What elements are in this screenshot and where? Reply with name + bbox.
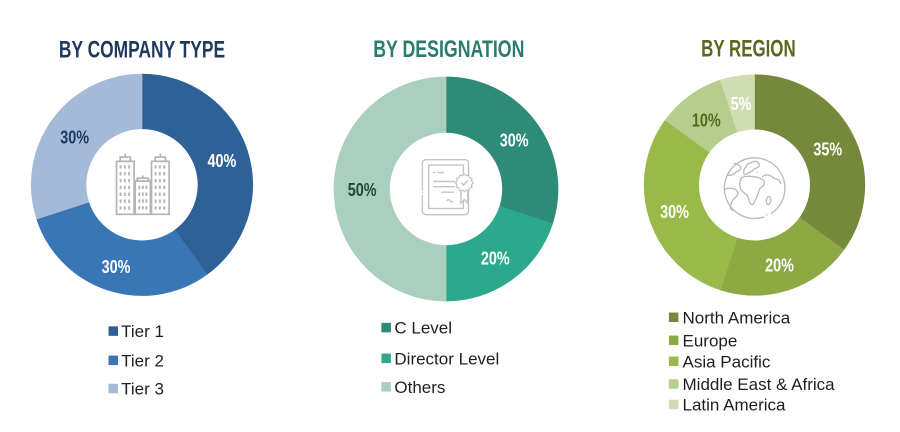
svg-text:30%: 30% (60, 127, 89, 148)
svg-text:30%: 30% (500, 130, 529, 151)
svg-text:Others: Others (394, 378, 445, 397)
svg-text:35%: 35% (813, 139, 842, 160)
svg-text:Europe: Europe (683, 331, 738, 350)
svg-text:BY COMPANY TYPE: BY COMPANY TYPE (59, 36, 225, 64)
svg-text:Tier 1: Tier 1 (121, 322, 164, 341)
svg-text:Latin America: Latin America (683, 396, 787, 415)
svg-text:Director Level: Director Level (394, 349, 499, 368)
svg-text:10%: 10% (692, 110, 721, 131)
svg-text:Tier 3: Tier 3 (121, 380, 164, 399)
svg-text:40%: 40% (207, 150, 236, 171)
svg-text:C Level: C Level (394, 319, 452, 338)
svg-text:BY DESIGNATION: BY DESIGNATION (373, 35, 524, 62)
svg-text:North America: North America (683, 308, 791, 327)
svg-text:5%: 5% (731, 93, 752, 114)
svg-text:30%: 30% (660, 201, 689, 222)
svg-text:Middle East & Africa: Middle East & Africa (683, 375, 836, 394)
svg-text:Tier 2: Tier 2 (121, 351, 164, 370)
svg-text:50%: 50% (348, 179, 377, 200)
svg-text:BY REGION: BY REGION (701, 36, 795, 63)
svg-text:30%: 30% (102, 256, 131, 277)
svg-text:20%: 20% (765, 254, 794, 275)
svg-text:Asia Pacific: Asia Pacific (683, 352, 771, 371)
svg-text:20%: 20% (481, 248, 510, 269)
